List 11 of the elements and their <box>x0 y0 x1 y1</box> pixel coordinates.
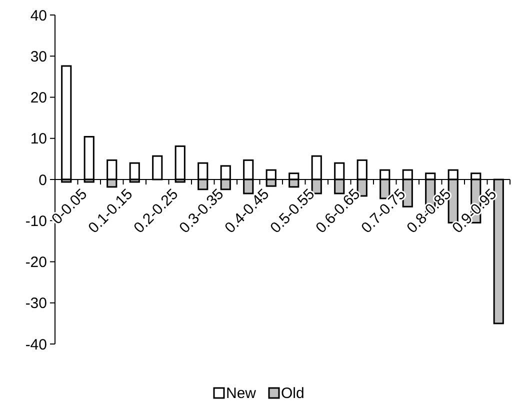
y-tick-label: -40 <box>25 336 47 354</box>
y-tick-label: 40 <box>30 7 47 24</box>
y-tick-label: -30 <box>25 295 47 312</box>
legend-label: Old <box>281 385 304 402</box>
y-tick-label: 0 <box>38 172 47 189</box>
y-tick-label: 30 <box>30 48 47 66</box>
y-tick-label: 10 <box>30 130 47 148</box>
legend-label: New <box>226 385 256 402</box>
y-tick-label: -20 <box>25 254 47 271</box>
y-tick-label: 20 <box>30 90 47 106</box>
y-tick-label: -10 <box>25 212 47 230</box>
